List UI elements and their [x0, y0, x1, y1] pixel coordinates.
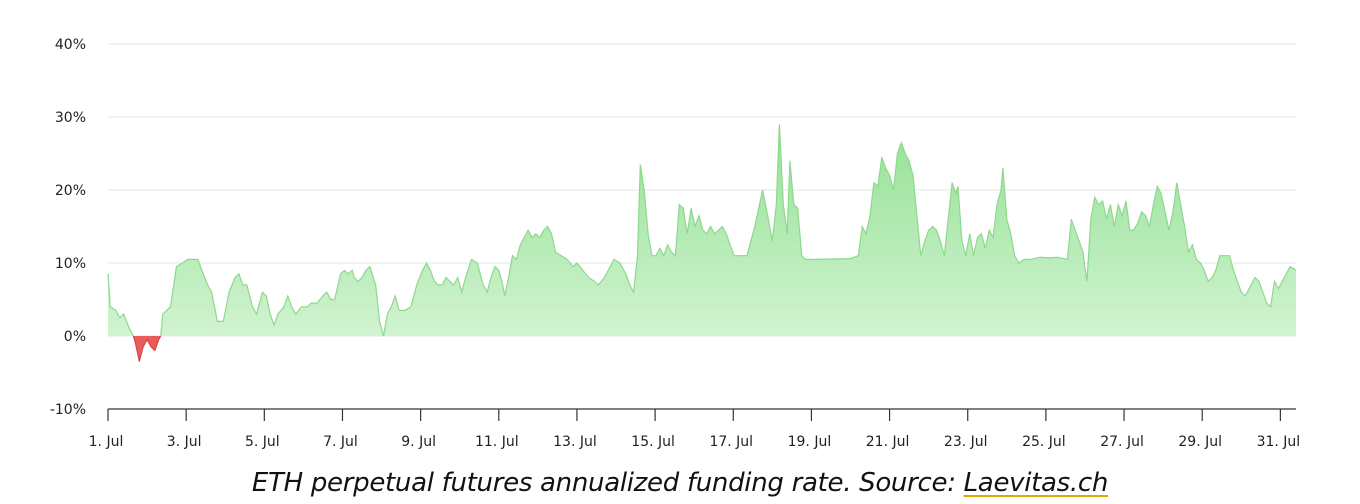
y-tick-label: 10%: [55, 256, 86, 272]
source-link[interactable]: Laevitas.ch: [963, 468, 1109, 498]
caption-text: ETH perpetual futures annualized funding…: [251, 468, 964, 498]
positive-area: [108, 124, 1296, 336]
x-tick-label: 11. Jul: [475, 434, 519, 450]
y-axis-labels: -10% 0% 10% 20% 30% 40%: [50, 37, 86, 418]
y-tick-label: -10%: [50, 402, 86, 418]
y-tick-label: 40%: [55, 37, 86, 53]
x-tick-label: 29. Jul: [1178, 434, 1222, 450]
x-tick-label: 19. Jul: [788, 434, 832, 450]
y-tick-label: 20%: [55, 183, 86, 199]
x-tick-label: 1. Jul: [89, 434, 124, 450]
x-tick-label: 9. Jul: [401, 434, 436, 450]
x-tick-label: 25. Jul: [1022, 434, 1066, 450]
x-tick-label: 13. Jul: [553, 434, 597, 450]
y-tick-label: 30%: [55, 110, 86, 126]
x-tick-label: 17. Jul: [709, 434, 753, 450]
y-tick-label: 0%: [64, 329, 86, 345]
x-tick-label: 15. Jul: [631, 434, 675, 450]
funding-rate-chart: -10% 0% 10% 20% 30% 40% 1. Jul 3. Jul 5. Jul 7. …: [50, 37, 1301, 450]
positive-line: [107, 124, 1297, 336]
funding-rate-area: [107, 124, 1297, 362]
x-tick-label: 3. Jul: [167, 434, 202, 450]
x-tick-label: 5. Jul: [245, 434, 280, 450]
x-tick-label: 23. Jul: [944, 434, 988, 450]
chart-caption: ETH perpetual futures annualized funding…: [0, 468, 1360, 498]
x-axis: [107, 408, 1296, 421]
x-tick-label: 27. Jul: [1100, 434, 1144, 450]
x-tick-label: 31. Jul: [1257, 434, 1301, 450]
x-tick-label: 7. Jul: [323, 434, 358, 450]
x-tick-label: 21. Jul: [866, 434, 910, 450]
x-axis-labels: 1. Jul 3. Jul 5. Jul 7. Jul 9. Jul 11. Jul 13.…: [89, 434, 1301, 450]
